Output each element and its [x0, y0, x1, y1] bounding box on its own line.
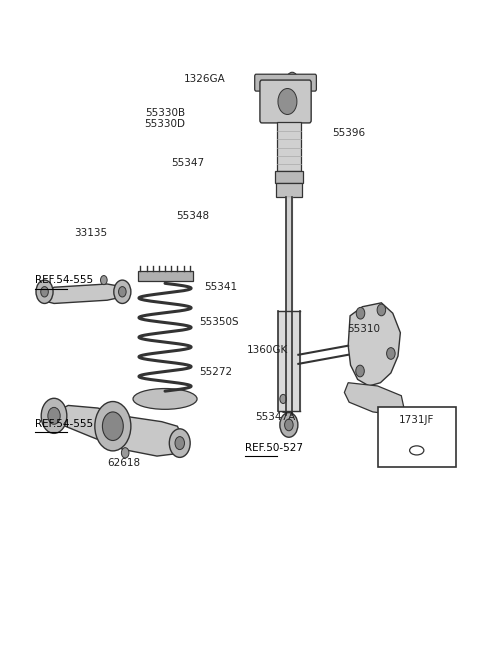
Polygon shape: [344, 383, 404, 415]
Circle shape: [100, 276, 107, 285]
Text: 55310: 55310: [347, 324, 380, 335]
FancyBboxPatch shape: [378, 407, 456, 467]
Circle shape: [356, 365, 364, 377]
Text: 33135: 33135: [74, 228, 107, 238]
Circle shape: [278, 88, 297, 115]
Circle shape: [386, 348, 395, 360]
FancyBboxPatch shape: [276, 183, 302, 197]
Circle shape: [285, 419, 293, 431]
Circle shape: [280, 394, 287, 403]
FancyBboxPatch shape: [260, 80, 311, 123]
Text: REF.54-555: REF.54-555: [35, 275, 93, 285]
Polygon shape: [42, 284, 125, 303]
Polygon shape: [53, 405, 182, 456]
Text: 1731JF: 1731JF: [399, 415, 434, 425]
Circle shape: [356, 307, 365, 319]
Text: 55396: 55396: [333, 128, 366, 138]
Circle shape: [102, 412, 123, 441]
Text: 1360GK: 1360GK: [247, 345, 288, 355]
Text: REF.50-527: REF.50-527: [245, 443, 303, 453]
Circle shape: [119, 287, 126, 297]
Polygon shape: [348, 303, 400, 386]
Circle shape: [169, 429, 190, 457]
Text: REF.54-555: REF.54-555: [35, 419, 93, 428]
FancyBboxPatch shape: [275, 171, 303, 183]
Circle shape: [41, 398, 67, 434]
Circle shape: [48, 407, 60, 424]
Text: 55347: 55347: [171, 159, 204, 168]
FancyBboxPatch shape: [255, 74, 316, 91]
Circle shape: [280, 413, 298, 438]
Circle shape: [95, 402, 131, 451]
Ellipse shape: [133, 388, 197, 409]
FancyBboxPatch shape: [276, 122, 301, 171]
Ellipse shape: [409, 446, 424, 455]
Text: 1326GA: 1326GA: [184, 74, 226, 84]
FancyBboxPatch shape: [137, 271, 192, 282]
Circle shape: [287, 72, 298, 88]
Circle shape: [121, 447, 129, 458]
Text: 55272: 55272: [200, 367, 233, 377]
Circle shape: [114, 280, 131, 303]
Text: 55347A: 55347A: [255, 412, 296, 422]
Circle shape: [175, 437, 184, 449]
Circle shape: [41, 287, 48, 297]
Circle shape: [377, 304, 385, 316]
Text: 55341: 55341: [204, 282, 238, 292]
Text: 62618: 62618: [107, 458, 140, 468]
Text: 55350S: 55350S: [200, 317, 240, 328]
Circle shape: [36, 280, 53, 303]
Text: 55330B
55330D: 55330B 55330D: [144, 107, 185, 129]
Text: 55348: 55348: [176, 211, 209, 221]
